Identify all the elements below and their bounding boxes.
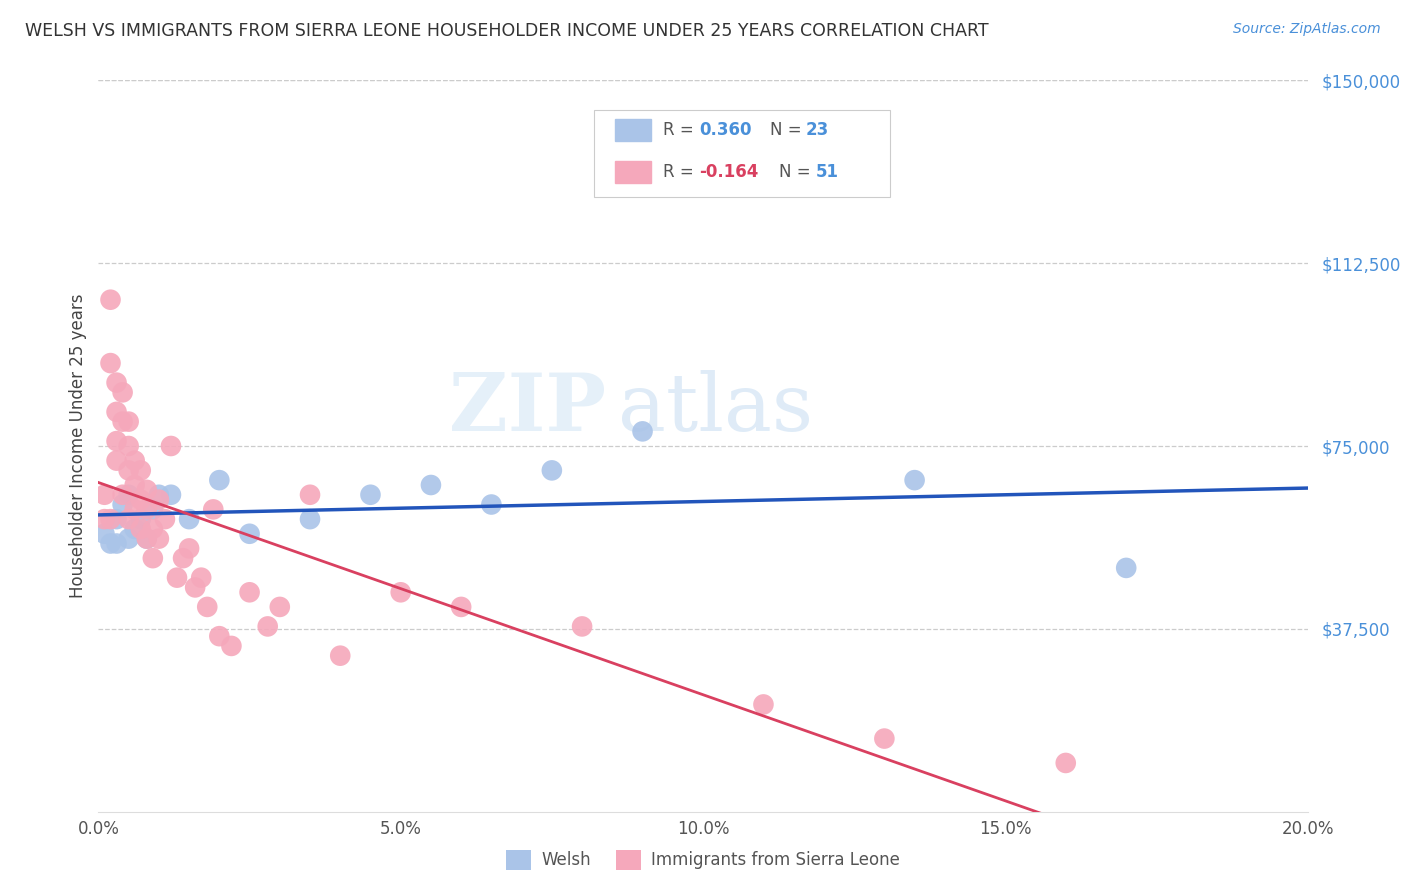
Point [631, 425, 654, 439]
Point [124, 502, 146, 516]
Text: WELSH VS IMMIGRANTS FROM SIERRA LEONE HOUSEHOLDER INCOME UNDER 25 YEARS CORRELAT: WELSH VS IMMIGRANTS FROM SIERRA LEONE HO… [25, 22, 988, 40]
Point [135, 483, 157, 497]
Point [100, 356, 122, 370]
Point [166, 571, 188, 585]
Point [105, 453, 128, 467]
Point [221, 639, 243, 653]
Point [329, 648, 352, 663]
Point [160, 439, 183, 453]
Text: 0.360: 0.360 [699, 121, 752, 139]
Point [179, 541, 201, 556]
Point [571, 619, 593, 633]
Point [105, 512, 128, 526]
Point [105, 536, 128, 550]
Text: N =: N = [779, 162, 815, 181]
Point [190, 571, 212, 585]
Point [269, 599, 291, 614]
Point [105, 405, 128, 419]
Point [118, 463, 141, 477]
Text: 51: 51 [815, 162, 838, 181]
Point [420, 478, 443, 492]
Point [111, 415, 134, 429]
Point [129, 522, 152, 536]
Point [389, 585, 412, 599]
Point [208, 629, 231, 643]
Point [1054, 756, 1077, 770]
Point [148, 532, 170, 546]
Point [124, 522, 146, 536]
FancyBboxPatch shape [614, 119, 651, 141]
Point [105, 434, 128, 449]
Point [135, 532, 157, 546]
Point [299, 488, 322, 502]
Point [299, 512, 322, 526]
Point [129, 463, 152, 477]
Point [100, 293, 122, 307]
Point [129, 492, 152, 507]
Point [118, 415, 141, 429]
Text: R =: R = [664, 162, 699, 181]
Point [124, 478, 146, 492]
Text: -0.164: -0.164 [699, 162, 759, 181]
Point [904, 473, 927, 487]
Point [135, 502, 157, 516]
Point [124, 453, 146, 467]
Text: 23: 23 [806, 121, 830, 139]
Point [360, 488, 382, 502]
Point [100, 536, 122, 550]
Y-axis label: Householder Income Under 25 years: Householder Income Under 25 years [69, 293, 87, 599]
Point [179, 512, 201, 526]
Legend: Welsh, Immigrants from Sierra Leone: Welsh, Immigrants from Sierra Leone [499, 843, 907, 877]
Point [142, 502, 165, 516]
Point [118, 532, 141, 546]
Point [1115, 561, 1137, 575]
Point [239, 585, 262, 599]
Point [184, 581, 207, 595]
Text: N =: N = [769, 121, 807, 139]
Point [100, 512, 122, 526]
Point [118, 512, 141, 526]
Point [202, 502, 225, 516]
Text: Source: ZipAtlas.com: Source: ZipAtlas.com [1233, 22, 1381, 37]
Point [256, 619, 278, 633]
Point [153, 512, 176, 526]
Point [118, 439, 141, 453]
Point [111, 385, 134, 400]
Point [752, 698, 775, 712]
FancyBboxPatch shape [595, 110, 890, 197]
Point [142, 551, 165, 566]
Point [93, 488, 115, 502]
Point [540, 463, 562, 477]
FancyBboxPatch shape [614, 161, 651, 183]
Point [93, 526, 115, 541]
Point [160, 488, 183, 502]
Point [93, 512, 115, 526]
Point [208, 473, 231, 487]
Point [148, 492, 170, 507]
Point [111, 498, 134, 512]
Point [239, 526, 262, 541]
Point [111, 488, 134, 502]
Point [873, 731, 896, 746]
Point [135, 532, 157, 546]
Point [129, 512, 152, 526]
Point [118, 488, 141, 502]
Point [450, 599, 472, 614]
Point [148, 488, 170, 502]
Point [172, 551, 194, 566]
Point [142, 522, 165, 536]
Text: ZIP: ZIP [450, 370, 606, 449]
Point [195, 599, 218, 614]
Point [481, 498, 503, 512]
Point [105, 376, 128, 390]
Text: R =: R = [664, 121, 699, 139]
Text: atlas: atlas [619, 370, 814, 449]
